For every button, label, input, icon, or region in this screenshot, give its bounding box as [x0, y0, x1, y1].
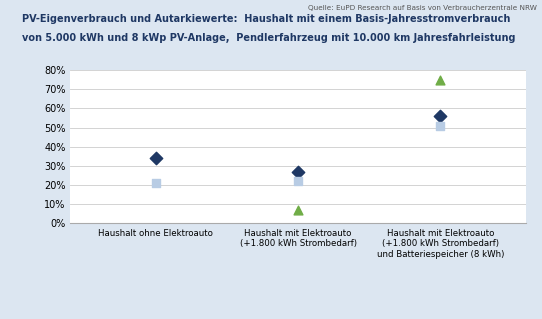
Point [151, 156, 160, 161]
Point [294, 179, 302, 184]
Point [294, 207, 302, 212]
Text: Quelle: EuPD Research auf Basis von Verbraucherzentrale NRW: Quelle: EuPD Research auf Basis von Verb… [308, 5, 537, 11]
Text: PV-Eigenverbrauch und Autarkiewerte:  Haushalt mit einem Basis-Jahresstromverbra: PV-Eigenverbrauch und Autarkiewerte: Hau… [22, 14, 510, 24]
Point [436, 123, 444, 128]
Point [294, 169, 302, 174]
Point [436, 114, 444, 119]
Point [436, 77, 444, 82]
Text: von 5.000 kWh und 8 kWp PV-Anlage,  Pendlerfahrzeug mit 10.000 km Jahresfahrleis: von 5.000 kWh und 8 kWp PV-Anlage, Pendl… [22, 33, 515, 43]
Point [151, 181, 160, 186]
